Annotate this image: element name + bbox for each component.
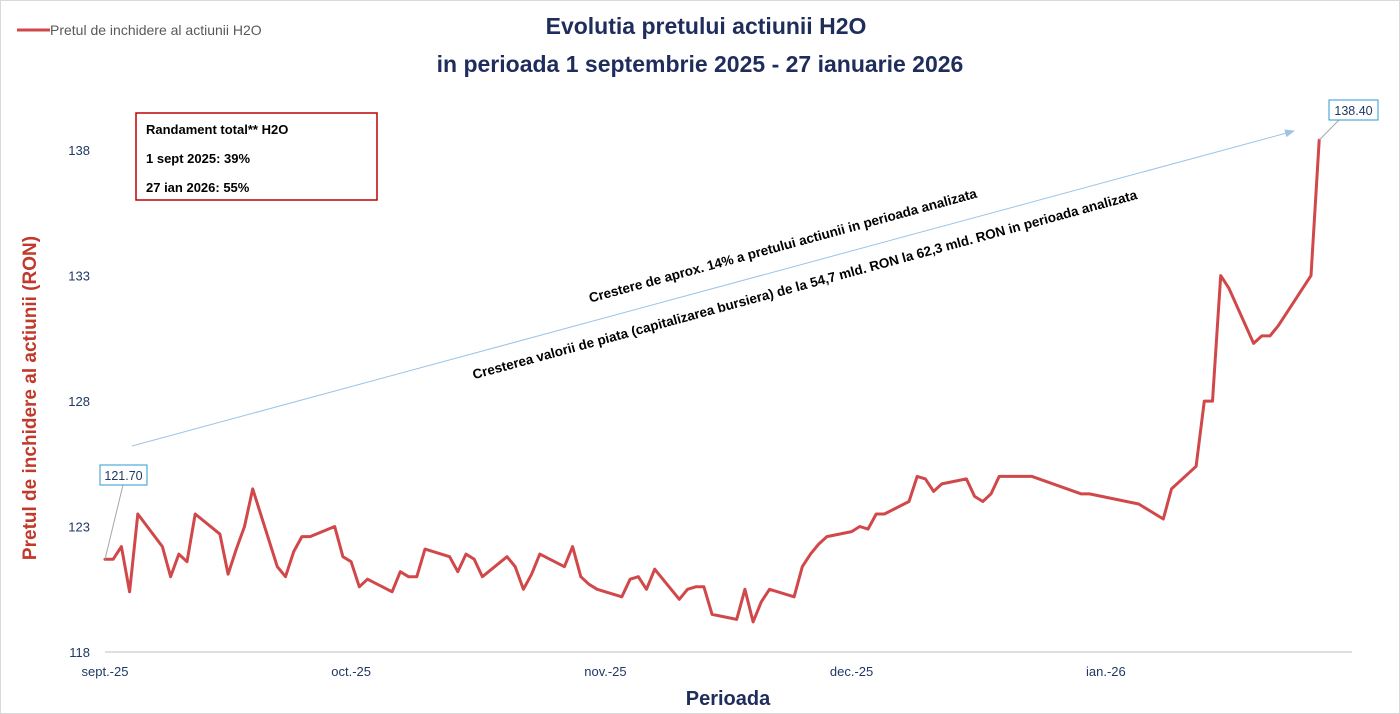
start-value-callout: 121.70 (99, 464, 148, 560)
y-tick-label: 118 (69, 645, 90, 660)
y-tick-label: 128 (68, 394, 90, 409)
y-axis-ticks: 118 123 128 133 138 (68, 143, 90, 660)
trend-annotation-market-cap: Cresterea valorii de piata (capitalizare… (471, 187, 1139, 382)
x-tick-label: ian.-26 (1086, 664, 1126, 679)
x-axis-label: Perioada (686, 688, 771, 710)
chart-title: Evolutia pretului actiunii H2O (546, 13, 867, 39)
y-tick-label: 133 (68, 269, 90, 284)
end-callout-label: 138.40 (1334, 104, 1372, 118)
x-axis-ticks: sept.-25 oct.-25 nov.-25 dec.-25 ian.-26 (82, 664, 1126, 679)
info-box-border (135, 112, 378, 201)
x-tick-label: dec.-25 (830, 664, 873, 679)
x-tick-label: nov.-25 (584, 664, 626, 679)
chart-subtitle: in perioada 1 septembrie 2025 - 27 ianua… (437, 51, 964, 77)
info-box-line-start: 1 sept 2025: 39% (146, 151, 251, 166)
info-box-title: Randament total** H2O (146, 122, 288, 137)
y-tick-label: 123 (68, 520, 90, 535)
end-callout-leader (1318, 118, 1341, 141)
y-tick-label: 138 (68, 143, 90, 158)
x-tick-label: sept.-25 (82, 664, 129, 679)
end-callout-box (1328, 99, 1379, 121)
info-box-line-end: 27 ian 2026: 55% (146, 180, 250, 195)
series-line-h2o-price (103, 138, 1321, 624)
start-callout-leader (104, 484, 124, 560)
trend-arrow (131, 129, 1295, 447)
legend: Pretul de inchidere al actiunii H2O (17, 22, 262, 38)
end-value-callout: 138.40 (1318, 99, 1379, 141)
start-callout-label: 121.70 (104, 469, 142, 483)
x-tick-label: oct.-25 (331, 664, 371, 679)
info-box: Randament total** H2O 1 sept 2025: 39% 2… (135, 112, 378, 201)
legend-label: Pretul de inchidere al actiunii H2O (50, 22, 262, 38)
y-axis-label: Pretul de inchidere al actiunii (RON) (20, 236, 41, 560)
start-callout-box (99, 464, 148, 486)
